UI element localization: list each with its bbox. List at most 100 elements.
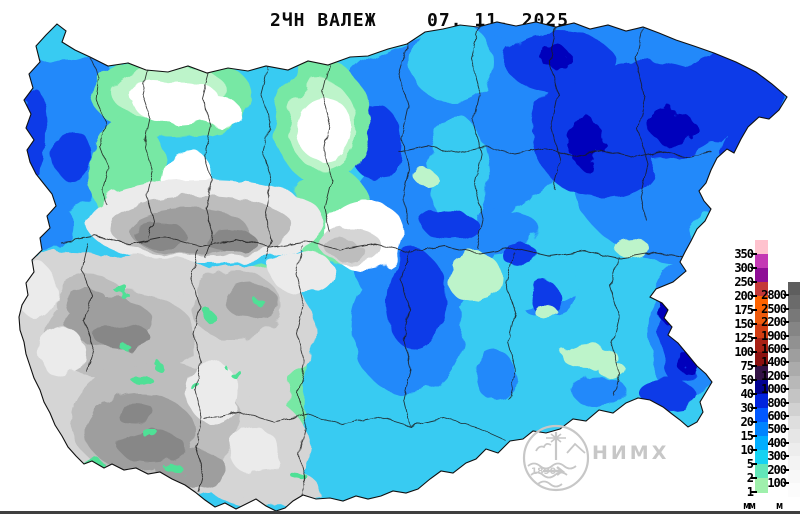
precip-legend-tick-label: 15: [740, 429, 754, 443]
elevation-legend-color-band: [788, 389, 800, 404]
precip-legend-tick-label: 150: [734, 317, 754, 331]
precip-legend-color-band: [755, 394, 768, 409]
elevation-legend-color-band: [788, 349, 800, 363]
precip-legend-tick-mark: [751, 281, 757, 283]
elevation-legend-tick-label: 1900: [761, 328, 787, 343]
precip-legend-tick-mark: [751, 337, 757, 339]
precip-legend-color-band: [755, 352, 768, 367]
precip-legend-tick-mark: [751, 295, 757, 297]
precip-legend-tick-label: 2: [746, 471, 754, 485]
precip-legend-tick-label: 5: [746, 457, 754, 471]
precip-legend-color-band: [755, 422, 768, 437]
bottom-frame-line: [0, 511, 800, 514]
elevation-legend-tick-mark: [784, 361, 789, 364]
elevation-legend-tick-mark: [784, 428, 789, 431]
precip-legend-color-band: [755, 254, 768, 269]
precip-legend-tick-mark: [751, 309, 757, 311]
elevation-legend-tick-mark: [784, 415, 789, 417]
elevation-legend-color-band: [788, 282, 800, 296]
precip-legend-color-band: [755, 366, 768, 381]
precip-legend-tick-mark: [751, 477, 757, 479]
elevation-legend-tick-label: 1400: [761, 355, 787, 370]
elevation-legend-tick-mark: [784, 468, 789, 471]
elevation-legend-color-band: [788, 429, 800, 444]
elevation-legend-tick-mark: [784, 374, 789, 377]
precip-legend-tick-label: 125: [734, 331, 754, 345]
precip-legend-tick-mark: [751, 407, 757, 409]
precip-legend-tick-mark: [751, 435, 757, 437]
elevation-legend-tick-mark: [784, 401, 789, 404]
precip-legend-color-band: [755, 338, 768, 353]
precip-legend-tick-label: 10: [740, 443, 754, 457]
district-boundaries: [59, 25, 713, 499]
precip-legend-tick-mark: [751, 323, 757, 325]
elevation-legend-tick-label: 100: [767, 476, 787, 490]
precip-legend-color-band: [755, 324, 768, 339]
precip-legend-tick-label: 300: [734, 261, 754, 275]
precip-legend-tick-mark: [751, 421, 757, 423]
precip-legend-tick-mark: [751, 491, 757, 493]
precip-legend-tick-mark: [751, 449, 757, 451]
elevation-legend-color-band: [788, 456, 800, 471]
precip-legend-color-band: [755, 240, 768, 255]
elevation-legend-tick-label: 2200: [761, 315, 787, 330]
mountain-icon: [566, 442, 586, 454]
elevation-legend-tick-label: 800: [767, 395, 787, 410]
precip-legend-tick-label: 100: [734, 345, 754, 359]
precip-legend-color-band: [755, 436, 768, 451]
elevation-legend-tick-mark: [784, 334, 789, 337]
elevation-legend-color-band: [788, 402, 800, 417]
elevation-legend-tick-mark: [784, 321, 789, 324]
nimh-logo: 1890: [522, 424, 590, 492]
precip-legend-tick-label: 350: [734, 247, 754, 261]
elevation-legend-color-band: [788, 375, 800, 390]
elevation-legend-tick-mark: [784, 455, 789, 458]
precip-legend-tick-mark: [751, 351, 757, 353]
elevation-legend-tick-mark: [784, 294, 789, 297]
cloud-icon: [535, 442, 552, 452]
precip-legend-unit-label: мм: [743, 499, 755, 512]
precip-legend-tick-mark: [751, 379, 757, 381]
precip-legend-tick-label: 30: [740, 401, 754, 415]
precip-legend-tick-label: 200: [734, 289, 754, 303]
elevation-legend-color-band: [788, 362, 800, 377]
precip-legend-color-band: [755, 310, 768, 325]
arrow-icon: [543, 466, 566, 476]
precip-legend-color-band: [755, 450, 768, 465]
watermark-org-name: НИМХ: [592, 442, 670, 464]
elevation-legend-tick-label: 1600: [761, 342, 787, 356]
elevation-legend-tick-label: 2500: [761, 301, 787, 316]
terrain-shading: [19, 180, 380, 510]
elevation-legend-tick-label: 1000: [761, 382, 787, 397]
precip-legend-tick-label: 50: [740, 373, 754, 387]
elevation-legend-tick-label: 300: [767, 449, 787, 464]
precip-legend-tick-label: 175: [734, 303, 754, 317]
precip-legend-color-band: [755, 380, 768, 395]
elevation-legend-tick-mark: [784, 482, 789, 484]
elevation-legend-tick-label: 400: [767, 435, 787, 450]
elevation-legend-tick-label: 2800: [761, 288, 787, 303]
precip-legend-tick-label: 250: [734, 275, 754, 289]
elevation-legend-tick-label: 200: [767, 462, 787, 477]
elevation-legend-tick-label: 1200: [761, 368, 787, 383]
precip-legend-color-band: [755, 282, 768, 297]
elevation-legend-color-band: [788, 308, 800, 323]
precip-legend-color-band: [755, 478, 768, 493]
elevation-legend-color-band: [788, 469, 800, 484]
precip-legend-tick-mark: [751, 463, 757, 465]
precip-legend-tick-label: 75: [740, 359, 754, 373]
elevation-legend-color-band: [788, 442, 800, 457]
elevation-legend-unit-label: м: [776, 499, 783, 512]
precip-legend-color-band: [755, 268, 768, 283]
elevation-legend-tick-label: 600: [767, 409, 787, 423]
precip-deepblue-zones: [23, 32, 787, 407]
logo-circle: [522, 424, 590, 492]
logo-year: 1890: [531, 467, 556, 477]
elevation-legend-tick-mark: [784, 441, 789, 444]
map-title: 2ЧН ВАЛЕЖ: [270, 10, 377, 31]
elevation-legend-tick-mark: [784, 348, 789, 350]
precip-legend-tick-label: 40: [740, 387, 754, 401]
precip-legend-color-band: [755, 464, 768, 479]
